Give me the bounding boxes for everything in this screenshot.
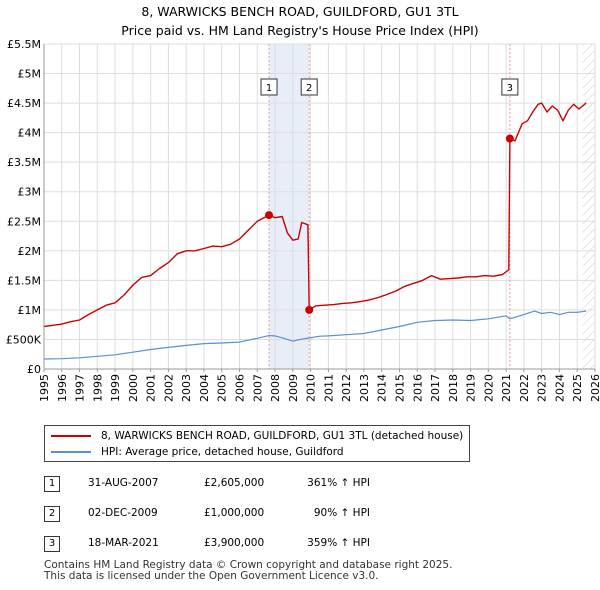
x-tick-label: 2015 xyxy=(393,374,406,402)
y-tick-label: £2M xyxy=(18,245,42,258)
chart-legend: 8, WARWICKS BENCH ROAD, GUILDFORD, GU1 3… xyxy=(44,425,470,462)
transaction-number-badge: 3 xyxy=(44,536,60,552)
transaction-price: £2,605,000 xyxy=(204,477,265,489)
x-tick-label: 2013 xyxy=(358,374,371,402)
transaction-price: £1,000,000 xyxy=(204,507,265,519)
y-tick-label: £3M xyxy=(18,186,42,199)
x-tick-label: 2016 xyxy=(411,374,424,402)
legend-swatch-property xyxy=(51,434,91,437)
chart-title-line-1: 8, WARWICKS BENCH ROAD, GUILDFORD, GU1 3… xyxy=(141,4,459,19)
chart-title: 8, WARWICKS BENCH ROAD, GUILDFORD, GU1 3… xyxy=(0,2,600,40)
transaction-hpi: 359% ↑ HPI xyxy=(307,537,370,549)
sale-badge xyxy=(300,78,318,96)
transaction-number-badge: 1 xyxy=(44,476,60,492)
x-tick-label: 2022 xyxy=(518,374,531,402)
transaction-date: 18-MAR-2021 xyxy=(88,537,159,549)
x-tick-label: 1996 xyxy=(56,374,69,402)
x-tick-label: 2004 xyxy=(198,374,211,402)
projection-region xyxy=(582,44,595,369)
x-tick-label: 2014 xyxy=(376,374,389,402)
sale-badge-label: 3 xyxy=(507,83,513,94)
footer-attribution: Contains HM Land Registry data © Crown c… xyxy=(44,560,452,582)
y-tick-label: £4M xyxy=(18,127,42,140)
x-tick-label: 2010 xyxy=(305,374,318,402)
footer-line-2: This data is licensed under the Open Gov… xyxy=(44,570,379,582)
x-tick-label: 1999 xyxy=(109,374,122,402)
legend-swatch-hpi xyxy=(51,450,91,453)
footer-line-1: Contains HM Land Registry data © Crown c… xyxy=(44,559,453,571)
x-tick-label: 2025 xyxy=(571,374,584,402)
legend-label-property: 8, WARWICKS BENCH ROAD, GUILDFORD, GU1 3… xyxy=(101,429,464,442)
y-tick-label: £1M xyxy=(18,304,42,317)
y-tick-label: £4.5M xyxy=(7,97,41,110)
transaction-number-badge: 2 xyxy=(44,506,60,522)
x-tick-label: 2019 xyxy=(465,374,478,402)
x-tick-label: 2002 xyxy=(162,374,175,402)
transaction-row: 1 31-AUG-2007 £2,605,000 361% ↑ HPI xyxy=(44,476,464,494)
x-tick-label: 2026 xyxy=(589,374,600,402)
y-tick-label: £2.5M xyxy=(7,215,41,228)
plot-area xyxy=(44,44,595,369)
x-tick-label: 2011 xyxy=(322,374,335,402)
x-tick-label: 2017 xyxy=(429,374,442,402)
x-tick-label: 2005 xyxy=(216,374,229,402)
y-tick-label: £1.5M xyxy=(7,274,41,287)
x-tick-label: 2021 xyxy=(500,374,513,402)
legend-label-hpi: HPI: Average price, detached house, Guil… xyxy=(101,445,344,458)
sale-point xyxy=(265,211,274,220)
shaded-range xyxy=(269,44,310,369)
x-tick-label: 1997 xyxy=(74,374,87,402)
y-tick-label: £500K xyxy=(6,333,42,346)
transaction-hpi: 90% ↑ HPI xyxy=(313,507,370,519)
transaction-date: 31-AUG-2007 xyxy=(88,477,159,489)
transaction-row: 3 18-MAR-2021 £3,900,000 359% ↑ HPI xyxy=(44,536,464,554)
sale-point xyxy=(505,134,514,143)
y-tick-label: £0 xyxy=(27,363,41,376)
chart-title-line-2: Price paid vs. HM Land Registry's House … xyxy=(121,23,479,38)
legend-item-property: 8, WARWICKS BENCH ROAD, GUILDFORD, GU1 3… xyxy=(51,427,463,444)
x-tick-label: 2003 xyxy=(180,374,193,402)
sale-badge xyxy=(260,78,278,96)
x-tick-label: 2001 xyxy=(145,374,158,402)
transaction-hpi: 361% ↑ HPI xyxy=(307,477,370,489)
sale-badge xyxy=(501,78,519,96)
transaction-price: £3,900,000 xyxy=(204,537,265,549)
hpi-line xyxy=(43,310,587,360)
y-tick-label: £3.5M xyxy=(7,156,41,169)
x-tick-label: 2020 xyxy=(482,374,495,402)
x-tick-label: 2012 xyxy=(340,374,353,402)
legend-item-hpi: HPI: Average price, detached house, Guil… xyxy=(51,443,344,460)
sale-badge-label: 1 xyxy=(266,83,272,94)
sale-point xyxy=(305,305,314,314)
x-tick-label: 2007 xyxy=(251,374,264,402)
x-tick-label: 2018 xyxy=(447,374,460,402)
sale-badge-label: 2 xyxy=(306,83,312,94)
x-tick-label: 2009 xyxy=(287,374,300,402)
y-tick-label: £5.5M xyxy=(7,38,41,51)
transaction-row: 2 02-DEC-2009 £1,000,000 90% ↑ HPI xyxy=(44,506,464,524)
property-price-line xyxy=(43,102,587,328)
x-tick-label: 2006 xyxy=(234,374,247,402)
x-tick-label: 2023 xyxy=(536,374,549,402)
x-tick-label: 2008 xyxy=(269,374,282,402)
y-tick-label: £5M xyxy=(18,68,42,81)
transaction-date: 02-DEC-2009 xyxy=(88,507,158,519)
x-tick-label: 1998 xyxy=(91,374,104,402)
x-tick-label: 1995 xyxy=(38,374,51,402)
x-tick-label: 2024 xyxy=(553,374,566,402)
price-chart: 1 2 3 £0 £500K £1M £1.5M £2M £2.5M £3M £3.5M £4M £4.… xyxy=(6,38,600,402)
x-tick-label: 2000 xyxy=(127,374,140,402)
